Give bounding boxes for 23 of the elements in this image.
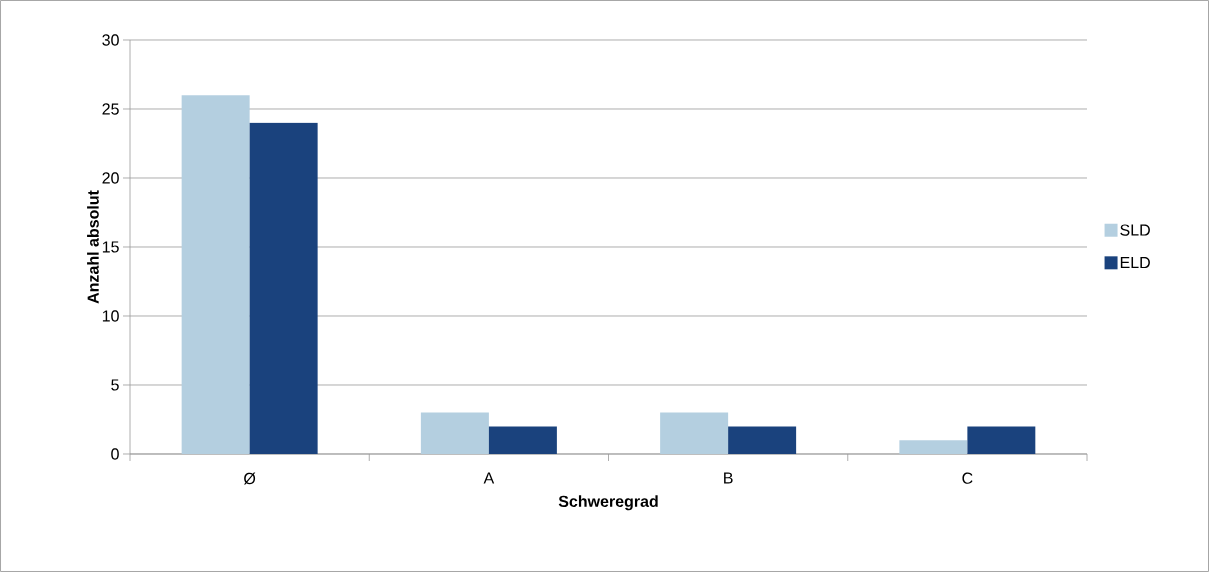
x-tick-label: B: [724, 472, 733, 484]
x-tick-label: C: [962, 472, 973, 484]
y-tick-label: 30: [102, 34, 119, 46]
bar: [181, 95, 250, 454]
bar: [899, 440, 968, 454]
y-axis-title: Anzahl absolut: [87, 190, 99, 304]
y-tick-label: 25: [102, 103, 119, 115]
legend-label: SLD: [1120, 224, 1150, 236]
bar: [420, 412, 489, 454]
y-tick-label: 15: [102, 241, 119, 253]
bar: [488, 426, 557, 454]
bar: [660, 412, 729, 454]
legend-label: ELD: [1120, 257, 1150, 269]
y-tick-label: 0: [111, 448, 119, 460]
y-tick-label: 10: [102, 310, 119, 322]
y-tick-label: 20: [102, 172, 119, 184]
bar: [967, 426, 1036, 454]
x-tick-label: A: [483, 472, 495, 484]
y-tick-label: 5: [111, 379, 119, 391]
bar: [249, 122, 318, 454]
x-axis-title: Schweregrad: [558, 495, 658, 511]
bar: [728, 426, 797, 454]
x-tick-label: Ø: [243, 472, 256, 485]
